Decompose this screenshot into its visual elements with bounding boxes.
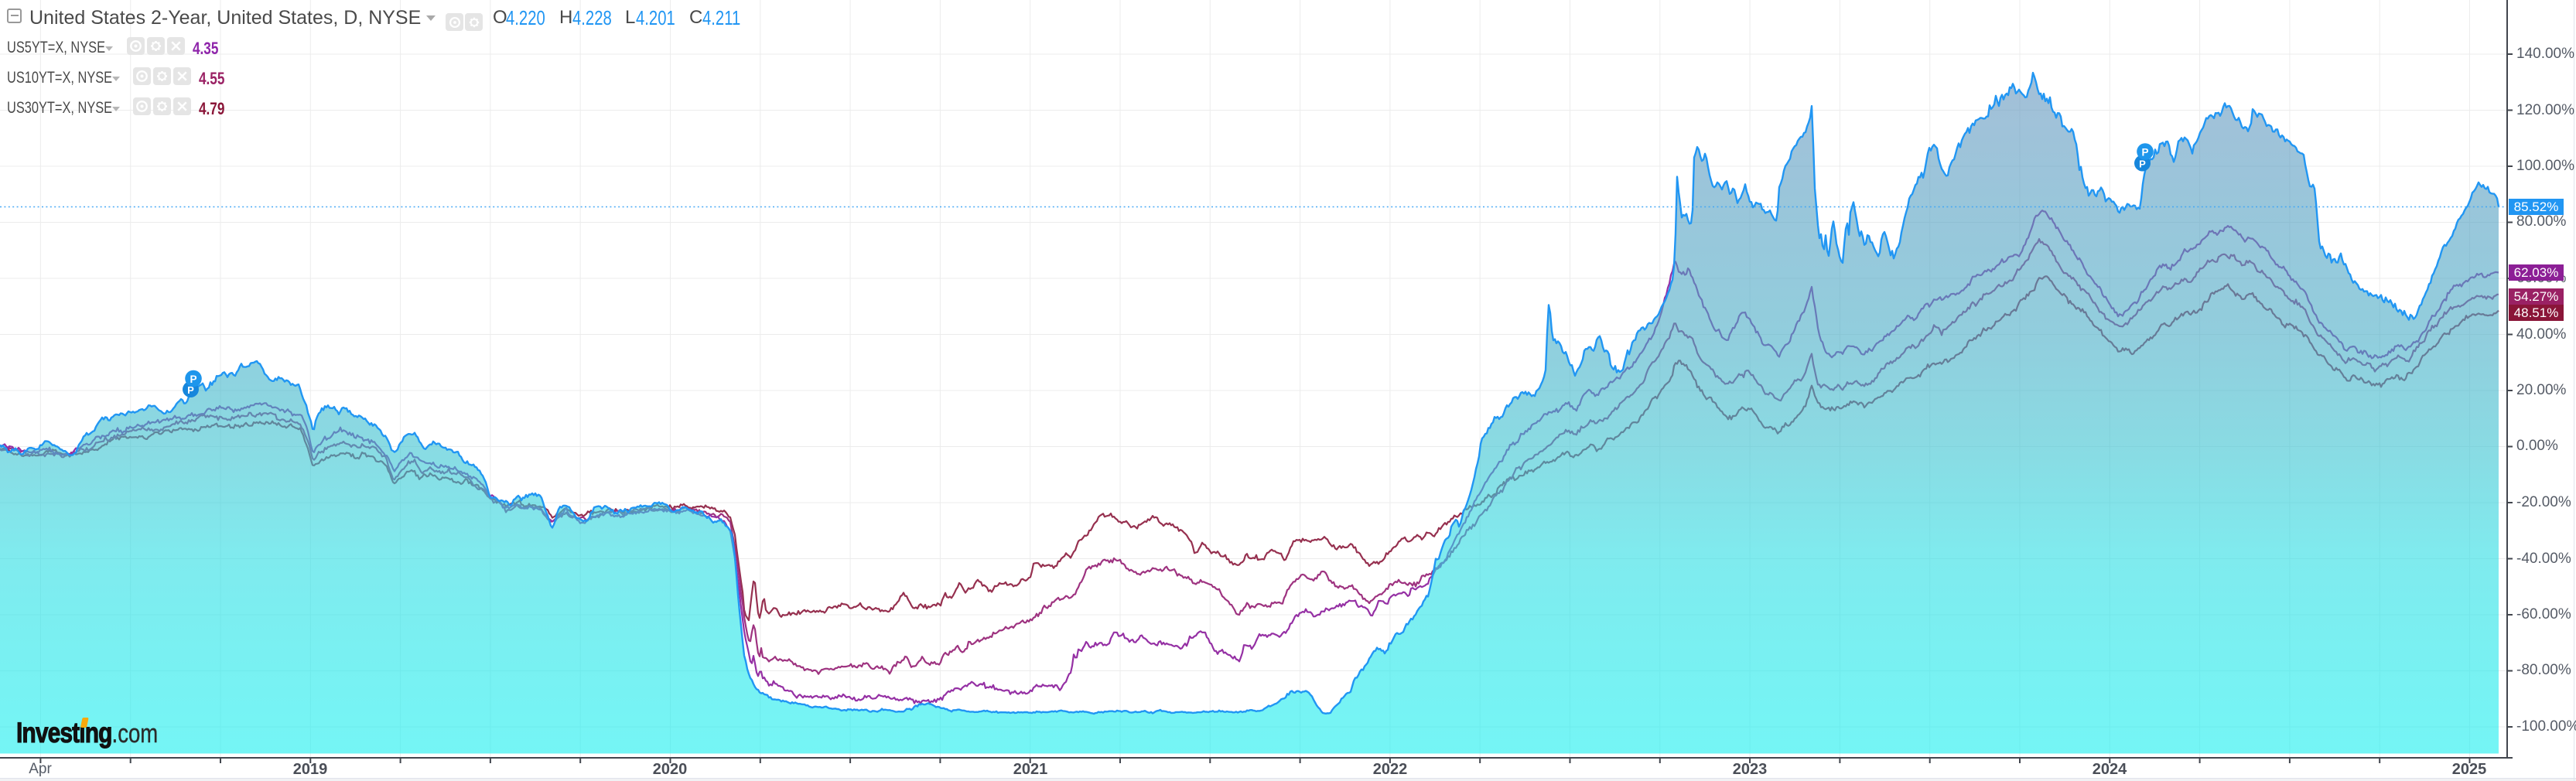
svg-text:P: P [187, 384, 194, 396]
svg-text:P: P [2139, 159, 2146, 170]
svg-text:P: P [2141, 147, 2148, 159]
svg-text:P: P [190, 373, 196, 385]
